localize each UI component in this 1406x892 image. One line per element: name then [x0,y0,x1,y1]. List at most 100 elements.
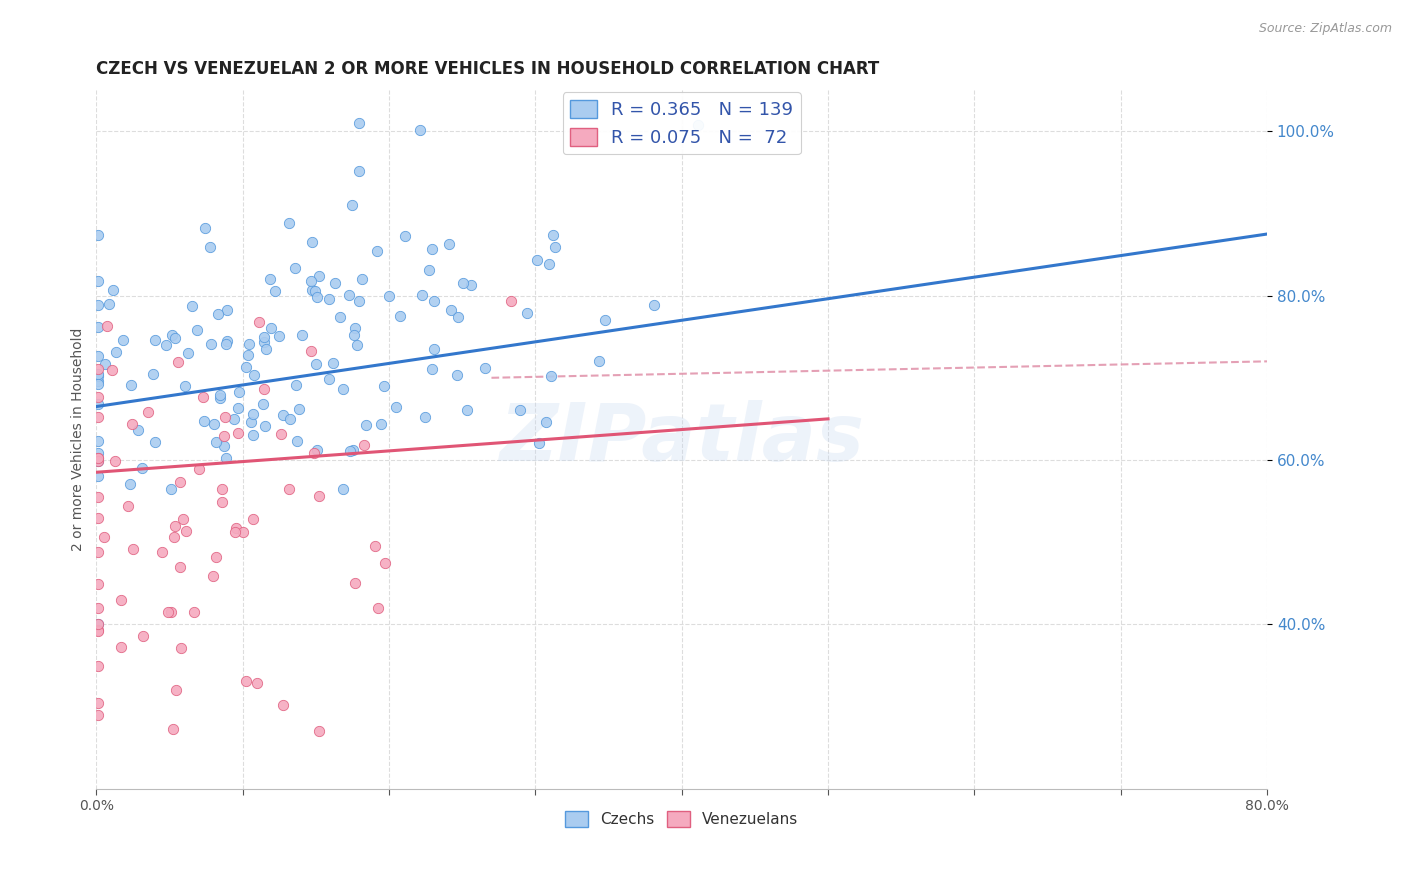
Point [420,362,443,376]
Point [104,454,127,468]
Point [270,426,292,441]
Point [87,696,110,710]
Point [142,368,165,382]
Point [87,468,110,483]
Point [247,316,270,330]
Point [205,549,228,564]
Point [176,524,198,538]
Point [353,437,375,451]
Point [474,360,496,375]
Point [87,374,110,388]
Point [211,495,233,509]
Point [177,346,200,360]
Point [122,541,145,556]
Point [284,378,307,392]
Point [337,287,360,301]
Point [200,336,222,351]
Point [252,335,274,350]
Point [209,388,232,402]
Point [155,338,177,352]
Point [212,439,235,453]
Point [87,600,110,615]
Point [160,328,183,343]
Point [349,294,371,309]
Point [271,408,294,422]
Point [264,284,287,298]
Point [544,240,567,254]
Point [225,521,247,535]
Point [193,391,215,405]
Point [332,482,354,496]
Point [120,476,142,491]
Point [96,319,118,334]
Point [193,221,215,235]
Point [354,417,377,432]
Point [87,490,110,504]
Point [93,530,115,544]
Point [413,410,436,425]
Point [288,401,311,416]
Point [377,288,399,302]
Point [284,260,307,275]
Point [150,545,173,559]
Point [174,378,197,392]
Point [340,197,363,211]
Point [87,453,110,467]
Point [350,271,373,285]
Point [460,277,482,292]
Point [301,283,323,297]
Point [224,525,246,540]
Point [87,624,110,638]
Point [271,698,294,713]
Point [285,434,308,449]
Point [87,349,110,363]
Point [440,302,463,317]
Point [143,334,166,348]
Point [252,330,274,344]
Point [120,377,142,392]
Point [323,276,346,290]
Point [307,443,329,458]
Point [235,673,257,688]
Point [232,525,254,540]
Point [243,368,266,383]
Point [332,382,354,396]
Point [537,257,560,271]
Point [143,435,166,450]
Point [160,482,183,496]
Point [686,118,709,132]
Point [217,303,239,318]
Point [447,310,470,324]
Point [87,511,110,525]
Point [422,342,444,356]
Point [367,600,389,615]
Point [170,640,193,655]
Point [181,299,204,313]
Point [418,263,440,277]
Point [87,434,110,448]
Point [339,443,361,458]
Point [87,577,110,591]
Point [347,163,370,178]
Point [87,454,110,468]
Point [308,723,330,738]
Point [366,244,388,258]
Point [138,405,160,419]
Point [238,348,260,362]
Point [246,676,269,690]
Point [202,569,225,583]
Point [422,293,444,308]
Point [456,403,478,417]
Point [209,391,232,405]
Point [349,116,371,130]
Point [97,297,120,311]
Point [165,331,187,345]
Point [215,337,238,351]
Point [318,292,340,306]
Legend: Czechs, Venezuelans: Czechs, Venezuelans [560,805,804,833]
Point [593,312,616,326]
Point [183,605,205,619]
Point [188,462,211,476]
Point [110,640,132,655]
Point [117,499,139,513]
